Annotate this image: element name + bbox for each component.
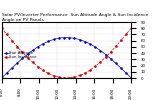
Line: Sun Incidence: Sun Incidence — [1, 28, 132, 79]
Sun Incidence — [78, 75, 80, 76]
Sun Incidence — [78, 75, 80, 76]
Sun Altitude — [110, 59, 112, 60]
Line: Sun Altitude: Sun Altitude — [1, 37, 132, 79]
Sun Altitude — [78, 39, 80, 40]
Sun Incidence — [1, 28, 3, 29]
Sun Incidence — [80, 74, 82, 75]
Sun Altitude — [80, 40, 82, 41]
Sun Incidence — [110, 51, 112, 52]
Sun Altitude — [78, 39, 80, 40]
Sun Incidence — [119, 42, 120, 43]
Sun Altitude — [1, 77, 3, 78]
Text: Solar PV/Inverter Performance  Sun Altitude Angle & Sun Incidence Angle on PV Pa: Solar PV/Inverter Performance Sun Altitu… — [2, 13, 148, 22]
Legend: Sun Altitude, Sun Incidence: Sun Altitude, Sun Incidence — [4, 51, 37, 60]
Sun Altitude — [130, 77, 132, 79]
Sun Incidence — [1, 28, 3, 29]
Sun Altitude — [1, 77, 3, 79]
Sun Incidence — [130, 28, 132, 29]
Sun Altitude — [65, 37, 67, 38]
Sun Altitude — [119, 66, 120, 67]
Sun Incidence — [65, 77, 67, 79]
